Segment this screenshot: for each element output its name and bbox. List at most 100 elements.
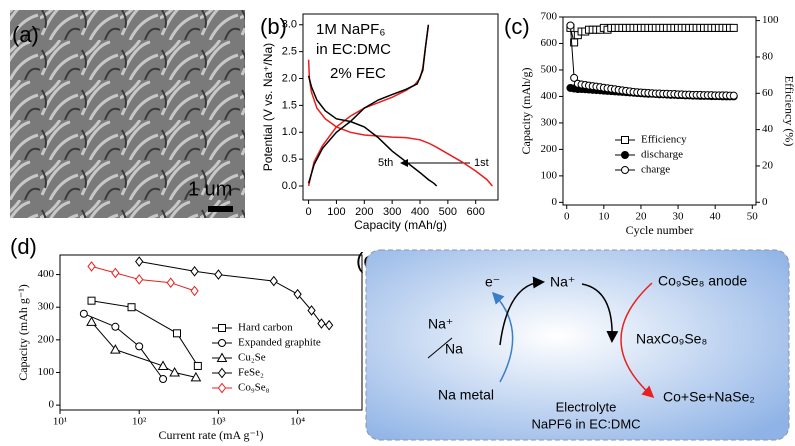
diagram-text: Na⁺ — [428, 316, 453, 332]
marker — [215, 270, 222, 279]
series-line — [92, 301, 198, 366]
y-tick-label: 300 — [541, 116, 558, 128]
marker — [622, 137, 629, 144]
y-tick-label: 1.0 — [282, 126, 297, 138]
x-tick-label: 20 — [635, 211, 647, 223]
marker — [270, 277, 277, 286]
marker — [191, 286, 198, 295]
y-tick-label: 0 — [49, 399, 55, 411]
marker — [622, 152, 629, 159]
x-axis-label: Capacity (mAh/g) — [354, 218, 447, 232]
legend-label: Cu₂Se — [238, 352, 266, 364]
x-tick-label: 40 — [710, 211, 722, 223]
legend-label: discharge — [641, 149, 683, 161]
y-tick-label: 400 — [541, 90, 558, 102]
marker — [730, 92, 737, 99]
diagram-text: Co₉Se₈ anode — [658, 273, 747, 289]
legend-label: charge — [641, 164, 670, 176]
annotation: 1M NaPF₆ — [316, 21, 385, 38]
y-axis-label: Capacity (mAh/g) — [519, 68, 533, 155]
x-tick-label: 50 — [747, 211, 759, 223]
annotation: 2% FEC — [330, 65, 386, 82]
panel-label: (a) — [12, 22, 39, 47]
marker — [173, 330, 180, 337]
marker — [219, 340, 226, 347]
marker — [80, 310, 87, 317]
y2-tick-label: 40 — [762, 123, 774, 135]
y-tick-label: 0 — [552, 196, 558, 208]
diagram-text: Co+Se+NaSe₂ — [663, 389, 755, 405]
x-tick-label: 400 — [411, 206, 429, 218]
y-tick-label: 2.5 — [282, 46, 297, 58]
y-tick-label: 600 — [541, 37, 558, 49]
y2-axis-label: Efficiency (%) — [782, 76, 795, 147]
diagram-text: Electrolyte — [556, 399, 617, 414]
series-line — [84, 314, 163, 379]
marker — [112, 268, 119, 277]
y-tick-label: 100 — [38, 366, 55, 378]
marker — [136, 257, 143, 266]
scale-bar-label: 1 um — [188, 178, 232, 200]
marker — [159, 361, 168, 369]
figure: (a) 1 um (b) (c) (d) (e) 1M NaPF₆ in EC:… — [0, 0, 795, 446]
y2-tick-label: 80 — [762, 50, 774, 62]
y-tick-label: 2.0 — [282, 72, 297, 84]
legend-label: Hard carbon — [238, 322, 293, 334]
series-label: 1st — [474, 157, 489, 169]
panel-label: (d) — [10, 234, 37, 259]
y-axis-label: Potential (V vs. Na⁺/Na) — [261, 43, 275, 171]
legend-label: Expanded graphite — [238, 337, 321, 349]
marker — [191, 267, 198, 276]
x-tick-label: 10² — [132, 416, 147, 428]
series-label: 5th — [378, 157, 393, 169]
marker — [160, 376, 167, 383]
x-tick-label: 10³ — [211, 416, 226, 428]
x-axis-label: Current rate (mA g⁻¹) — [159, 428, 264, 442]
y-tick-label: 200 — [38, 333, 55, 345]
y-tick-label: 400 — [38, 268, 55, 280]
diagram-text: Na metal — [438, 387, 494, 403]
x-tick-label: 10 — [598, 211, 610, 223]
x-tick-label: 600 — [467, 206, 485, 218]
y2-tick-label: 0 — [762, 196, 768, 208]
marker — [136, 343, 143, 350]
x-tick-label: 0 — [564, 211, 570, 223]
x-tick-label: 10¹ — [53, 416, 67, 428]
x-tick-label: 100 — [327, 206, 345, 218]
marker — [167, 278, 174, 287]
y-tick-label: 700 — [541, 11, 558, 23]
series-line — [92, 266, 195, 291]
diagram-text: NaPF6 in EC:DMC — [531, 416, 640, 431]
y-tick-label: 1.5 — [282, 99, 297, 111]
x-tick-label: 500 — [439, 206, 457, 218]
y-tick-label: 200 — [541, 143, 558, 155]
marker — [112, 323, 119, 330]
diagram-text: NaxCo₉Se₈ — [636, 331, 707, 347]
marker — [136, 275, 143, 284]
plot-frame — [60, 255, 362, 410]
marker — [326, 321, 333, 330]
marker — [170, 368, 179, 376]
y-axis-label: Capacity (mAh g⁻¹) — [16, 284, 30, 381]
plot-frame — [563, 17, 756, 205]
x-tick-label: 10⁴ — [290, 416, 305, 428]
y-tick-label: 0.5 — [282, 153, 297, 165]
y2-tick-label: 100 — [762, 14, 779, 26]
x-tick-label: 0 — [306, 206, 312, 218]
y2-tick-label: 20 — [762, 159, 774, 171]
marker — [88, 262, 95, 271]
diagram-text: Na — [445, 341, 463, 357]
y-tick-label: 300 — [38, 301, 55, 313]
y-tick-label: 0.0 — [282, 180, 297, 192]
marker — [219, 384, 226, 393]
x-tick-label: 200 — [355, 206, 373, 218]
y-tick-label: 100 — [541, 169, 558, 181]
y2-tick-label: 60 — [762, 87, 774, 99]
annotation: in EC:DMC — [316, 41, 391, 58]
legend-label: Efficiency — [641, 134, 687, 146]
diagram-text: Na⁺ — [550, 274, 575, 290]
marker — [730, 24, 737, 31]
legend-label: Co₉Se₈ — [238, 382, 270, 394]
marker — [219, 369, 226, 378]
x-tick-label: 300 — [383, 206, 401, 218]
